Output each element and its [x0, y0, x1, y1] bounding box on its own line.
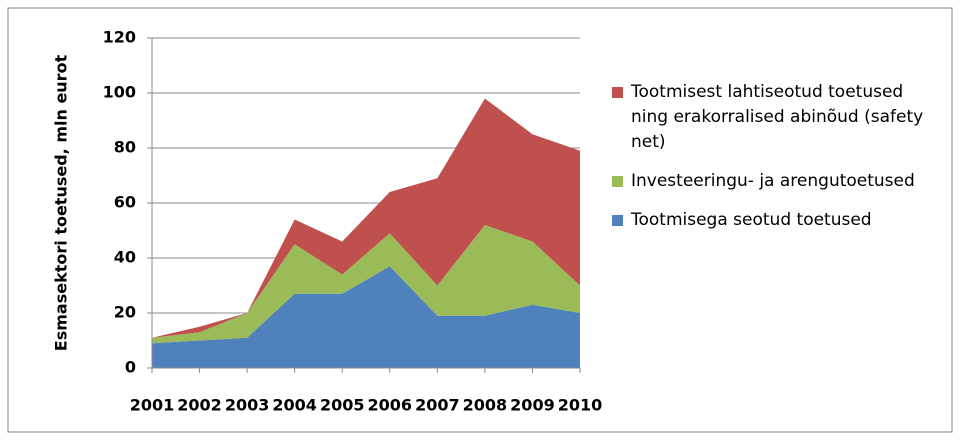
legend-label: Tootmisega seotud toetused: [631, 210, 872, 230]
y-tick-label: 0: [125, 358, 136, 377]
y-tick-label: 40: [114, 248, 136, 267]
legend-item: Tootmisest lahtiseotud toetused ning era…: [612, 80, 942, 155]
y-tick-label: 60: [114, 193, 136, 212]
legend-swatch: [612, 215, 623, 226]
legend-label: Tootmisest lahtiseotud toetused ning era…: [631, 82, 924, 152]
area: [152, 98, 580, 338]
x-tick-label: 2004: [272, 396, 317, 415]
area: [152, 266, 580, 368]
y-tick-label: 100: [103, 83, 136, 102]
y-tick-label: 80: [114, 138, 136, 157]
x-tick-label: 2005: [320, 396, 365, 415]
x-tick-label: 2003: [225, 396, 270, 415]
y-axis-label: Esmasektori toetused, mln eurot: [52, 54, 71, 351]
x-tick-label: 2006: [368, 396, 413, 415]
area: [152, 225, 580, 344]
legend-swatch: [612, 176, 623, 187]
legend-item: Tootmisega seotud toetused: [612, 208, 942, 233]
legend-swatch: [612, 87, 623, 98]
legend-item: Investeeringu- ja arengutoetused: [612, 169, 942, 194]
x-tick-label: 2001: [130, 396, 175, 415]
y-tick-label: 120: [103, 28, 136, 47]
legend: Tootmisest lahtiseotud toetused ning era…: [612, 80, 942, 247]
x-tick-label: 2008: [463, 396, 508, 415]
y-tick-label: 20: [114, 303, 136, 322]
x-tick-label: 2002: [177, 396, 222, 415]
x-tick-label: 2009: [510, 396, 555, 415]
x-tick-label: 2010: [558, 396, 603, 415]
legend-label: Investeeringu- ja arengutoetused: [631, 171, 915, 191]
x-tick-label: 2007: [415, 396, 460, 415]
